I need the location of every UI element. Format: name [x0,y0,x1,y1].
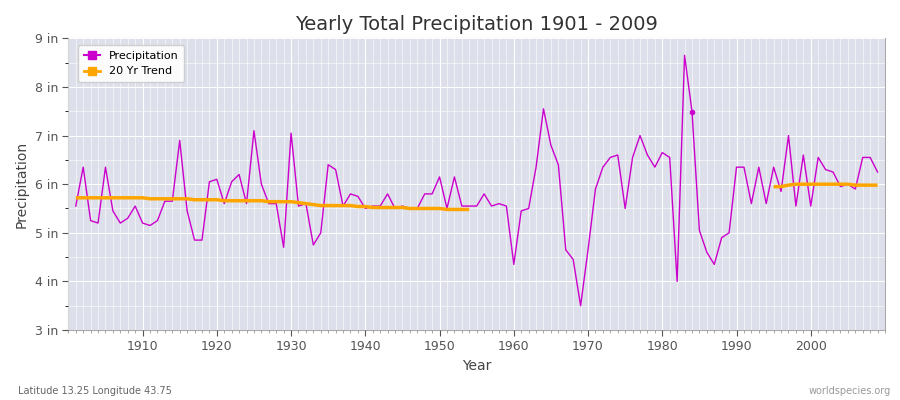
Y-axis label: Precipitation: Precipitation [15,141,29,228]
Legend: Precipitation, 20 Yr Trend: Precipitation, 20 Yr Trend [78,45,184,82]
Title: Yearly Total Precipitation 1901 - 2009: Yearly Total Precipitation 1901 - 2009 [295,15,658,34]
Text: worldspecies.org: worldspecies.org [809,386,891,396]
X-axis label: Year: Year [462,359,491,373]
Text: Latitude 13.25 Longitude 43.75: Latitude 13.25 Longitude 43.75 [18,386,172,396]
